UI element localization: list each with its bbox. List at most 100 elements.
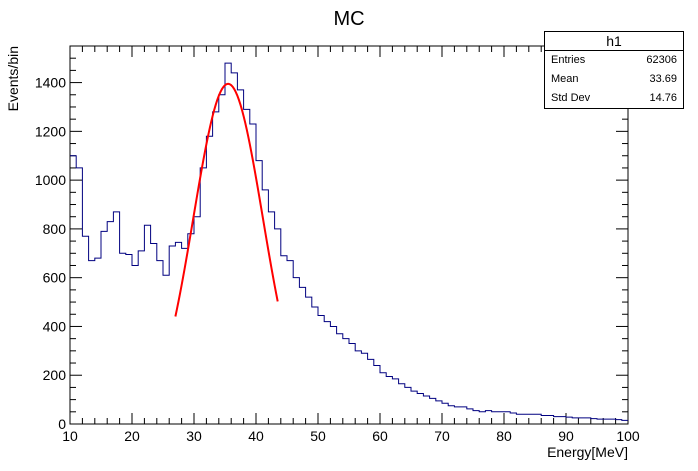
y-axis-label: Events/bin bbox=[5, 46, 21, 111]
histogram-bin bbox=[448, 406, 454, 424]
histogram-bin bbox=[318, 315, 324, 424]
histogram-bin bbox=[399, 384, 405, 424]
stats-row-mean: Mean 33.69 bbox=[545, 70, 683, 89]
histogram-bin bbox=[275, 229, 281, 424]
histogram-bin bbox=[510, 413, 516, 424]
histogram-bin bbox=[504, 412, 510, 424]
histogram-bin bbox=[101, 231, 107, 424]
stats-value: 14.76 bbox=[649, 92, 677, 104]
histogram-bin bbox=[622, 420, 628, 424]
histogram-bin bbox=[355, 351, 361, 424]
x-tick-label: 50 bbox=[310, 428, 326, 444]
histogram-bin bbox=[541, 415, 547, 424]
histogram-bin bbox=[70, 156, 76, 424]
x-tick-label: 40 bbox=[248, 428, 264, 444]
histogram-bin bbox=[368, 359, 374, 424]
plot-frame bbox=[69, 45, 629, 425]
histogram-bin bbox=[374, 365, 380, 424]
histogram-bin bbox=[616, 420, 622, 424]
chart-title: MC bbox=[333, 8, 364, 30]
y-tick-label: 200 bbox=[43, 367, 67, 383]
histogram-bin bbox=[231, 73, 237, 424]
stats-label: Mean bbox=[551, 73, 579, 85]
histogram-bin bbox=[126, 255, 132, 424]
histogram-bin bbox=[572, 418, 578, 424]
stats-row-stddev: Std Dev 14.76 bbox=[545, 89, 683, 108]
histogram-bin bbox=[547, 415, 553, 424]
histogram-bin bbox=[417, 394, 423, 424]
histogram-bin bbox=[169, 246, 175, 424]
histogram-bin bbox=[138, 251, 144, 424]
histogram-bin bbox=[219, 95, 225, 424]
histogram-bin bbox=[237, 90, 243, 424]
histogram-bin bbox=[89, 261, 95, 424]
histogram-bin bbox=[337, 334, 343, 424]
histogram-bin bbox=[200, 168, 206, 424]
histogram-bin bbox=[560, 417, 566, 424]
histogram-bin bbox=[461, 407, 467, 424]
histogram-bin bbox=[585, 418, 591, 424]
histogram-bin bbox=[281, 256, 287, 424]
histogram-bin bbox=[268, 212, 274, 424]
histogram-bin bbox=[343, 339, 349, 424]
histogram-bin bbox=[144, 225, 150, 424]
stats-row-entries: Entries 62306 bbox=[545, 51, 683, 70]
x-tick-label: 20 bbox=[124, 428, 140, 444]
histogram-bin bbox=[430, 398, 436, 424]
histogram-bin bbox=[498, 412, 504, 424]
histogram-bin bbox=[299, 287, 305, 424]
histogram-bin bbox=[194, 217, 200, 424]
histogram-bin bbox=[330, 326, 336, 424]
histogram-bin bbox=[436, 401, 442, 424]
y-tick-label: 600 bbox=[43, 270, 67, 286]
histogram-bin bbox=[188, 234, 194, 424]
histogram-bin bbox=[529, 414, 535, 424]
stats-title: h1 bbox=[545, 32, 683, 51]
y-tick-label: 1400 bbox=[35, 75, 66, 91]
histogram-bin bbox=[175, 242, 181, 424]
histogram-bin bbox=[107, 222, 113, 424]
histogram-bin bbox=[113, 212, 119, 424]
y-axis: 0 200 400 600 800 1000 1200 1400 bbox=[35, 45, 628, 432]
histogram-bin bbox=[76, 168, 82, 424]
histogram-bin bbox=[163, 275, 169, 424]
histogram-bin bbox=[157, 261, 163, 424]
histogram-bin bbox=[380, 373, 386, 424]
histogram-bin bbox=[591, 419, 597, 424]
histogram-bin bbox=[306, 297, 312, 424]
histogram-bin bbox=[120, 253, 126, 424]
histogram-bin bbox=[324, 322, 330, 424]
histogram-bin bbox=[312, 307, 318, 424]
x-axis: 10 20 30 40 50 60 70 80 90 100 bbox=[62, 46, 640, 444]
histogram-bin bbox=[454, 407, 460, 424]
histogram-bin bbox=[479, 412, 485, 424]
histogram-bin bbox=[361, 353, 367, 424]
stats-label: Entries bbox=[551, 54, 586, 66]
histogram-bin bbox=[349, 344, 355, 424]
histogram-bin bbox=[597, 419, 603, 424]
histogram-bin bbox=[523, 414, 529, 424]
histogram-bin bbox=[386, 376, 392, 424]
histogram-bin bbox=[411, 391, 417, 424]
histogram-series bbox=[70, 62, 628, 421]
y-tick-label: 0 bbox=[58, 416, 66, 432]
histogram-bin bbox=[206, 136, 212, 424]
histogram-bin bbox=[392, 379, 398, 424]
histogram-bin bbox=[405, 387, 411, 424]
x-tick-label: 70 bbox=[434, 428, 450, 444]
stats-box: h1 Entries 62306 Mean 33.69 Std Dev 14.7… bbox=[544, 31, 684, 109]
histogram-bin bbox=[578, 418, 584, 424]
histogram-bin bbox=[225, 63, 231, 424]
stats-value: 33.69 bbox=[649, 73, 677, 85]
stats-value: 62306 bbox=[646, 54, 677, 66]
gaussian-fit-line bbox=[174, 82, 279, 317]
x-tick-label: 60 bbox=[372, 428, 388, 444]
histogram-bin bbox=[603, 419, 609, 424]
histogram-bin bbox=[82, 236, 88, 424]
histogram-bin bbox=[554, 417, 560, 424]
histogram-bin bbox=[492, 412, 498, 424]
histogram-bin bbox=[151, 244, 157, 424]
histogram-bin bbox=[95, 258, 101, 424]
x-tick-label: 100 bbox=[616, 428, 640, 444]
x-tick-label: 90 bbox=[558, 428, 574, 444]
